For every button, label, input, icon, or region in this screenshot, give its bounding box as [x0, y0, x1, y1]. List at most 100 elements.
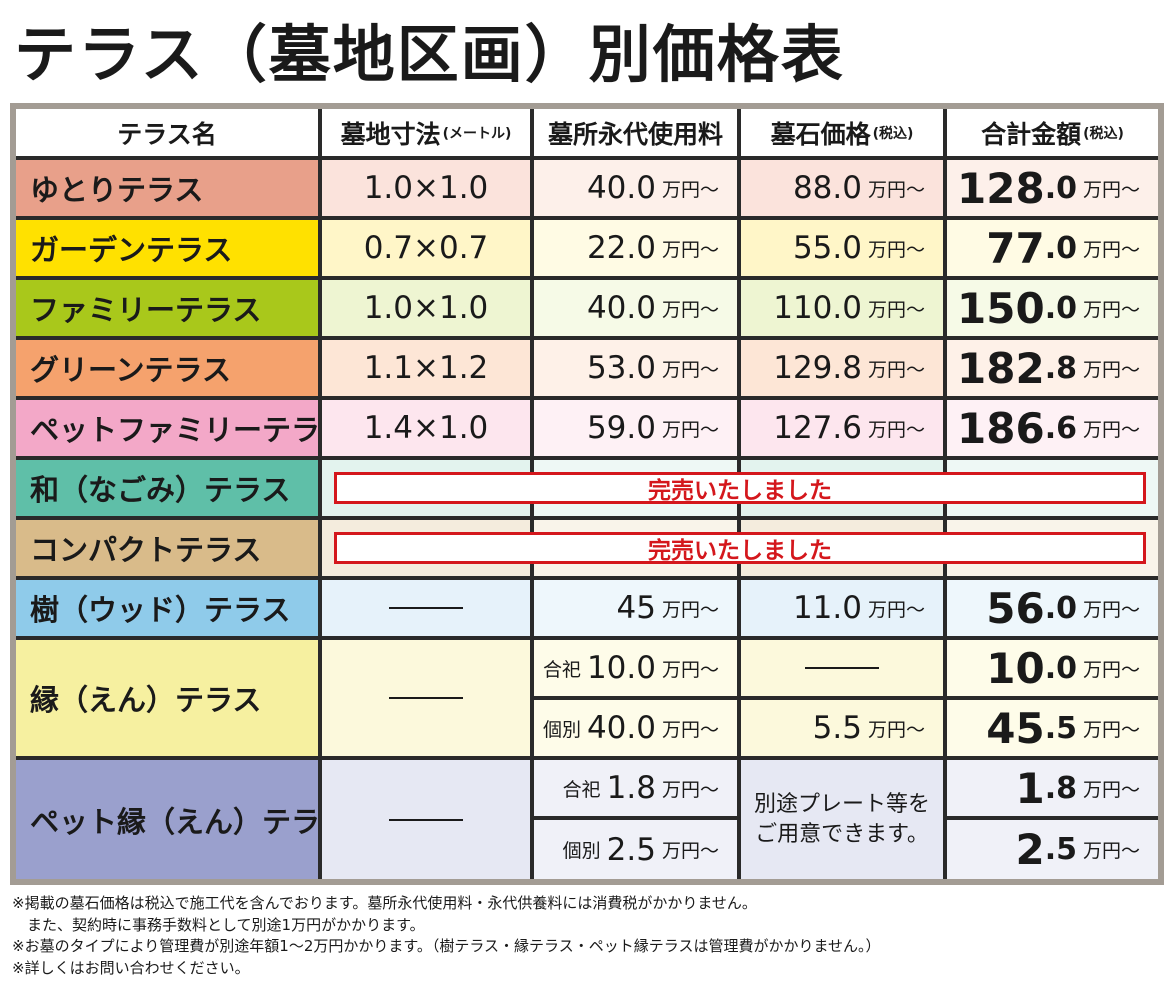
fee-yutori: 40.0 万円〜 — [534, 160, 737, 216]
unit-label: 万円〜 — [661, 178, 719, 201]
size-value: 1.0×1.0 — [363, 170, 489, 206]
total-decimal: .5 — [1044, 710, 1077, 746]
price-value: 55.0 — [792, 230, 862, 266]
fee-wood: 45 万円〜 — [534, 580, 737, 636]
fee-peten-individual: 個別 2.5 万円〜 — [534, 820, 737, 879]
unit-label: 万円〜 — [1082, 178, 1140, 201]
unit-label: 万円〜 — [661, 358, 719, 381]
size-peten — [322, 760, 530, 879]
price-value: 88.0 — [792, 170, 862, 206]
unit-label: 万円〜 — [867, 178, 925, 201]
unit-label: 万円〜 — [867, 598, 925, 621]
terrace-name-garden: ガーデンテラス — [16, 220, 318, 276]
price-value: 5.5 — [812, 710, 862, 746]
total-peten-shared: 1.8 万円〜 — [947, 760, 1158, 816]
total-garden: 77.0 万円〜 — [947, 220, 1158, 276]
price-value: 11.0 — [792, 590, 862, 626]
total-wood: 56.0 万円〜 — [947, 580, 1158, 636]
stone-green: 129.8 万円〜 — [741, 340, 943, 396]
total-en-shared: 10.0 万円〜 — [947, 640, 1158, 696]
total-decimal: .0 — [1044, 170, 1077, 206]
total-green: 182.8 万円〜 — [947, 340, 1158, 396]
total-integer: 2 — [1015, 825, 1045, 874]
stone-yutori: 88.0 万円〜 — [741, 160, 943, 216]
header-label: テラス名 — [117, 119, 217, 149]
price-table: テラス名 墓地寸法 (メートル) 墓所永代使用料 墓石価格 (税込) 合計金額 (税込) ゆとり… — [16, 109, 1158, 879]
stone-en-shared — [741, 640, 943, 696]
total-integer: 77 — [986, 223, 1045, 273]
unit-label: 万円〜 — [1082, 358, 1140, 381]
stone-wood: 11.0 万円〜 — [741, 580, 943, 636]
footnotes: ※掲載の墓石価格は税込で施工代を含んでおります。墓所永代使用料・永代供養料には消… — [12, 893, 881, 979]
total-integer: 128 — [957, 163, 1045, 213]
no-value-dash — [805, 667, 879, 669]
stone-peten-note: 別途プレート等を ご用意できます。 — [741, 760, 943, 879]
price-value: 40.0 — [586, 290, 656, 326]
price-value: 1.8 — [606, 770, 656, 806]
price-value: 59.0 — [586, 410, 656, 446]
header-label: 墓石価格 — [770, 119, 871, 149]
total-integer: 45 — [986, 703, 1045, 753]
unit-label: 万円〜 — [867, 238, 925, 261]
size-yutori: 1.0×1.0 — [322, 160, 530, 216]
total-integer: 186 — [957, 403, 1045, 453]
total-decimal: .8 — [1044, 350, 1077, 386]
fee-garden: 22.0 万円〜 — [534, 220, 737, 276]
price-value: 110.0 — [773, 290, 862, 326]
footnote-line: ※掲載の墓石価格は税込で施工代を含んでおります。墓所永代使用料・永代供養料には消… — [12, 894, 757, 912]
price-value: 40.0 — [586, 710, 656, 746]
sold-out-badge: 完売いたしました — [334, 532, 1146, 564]
header-label: 合計金額 — [981, 119, 1082, 149]
stone-family: 110.0 万円〜 — [741, 280, 943, 336]
page-title: テラス（墓地区画）別価格表 — [14, 18, 845, 91]
no-value-dash — [389, 697, 463, 699]
terrace-name-family: ファミリーテラス — [16, 280, 318, 336]
header-note: (税込) — [872, 125, 914, 142]
total-decimal: .0 — [1044, 230, 1077, 266]
unit-label: 万円〜 — [661, 598, 719, 621]
no-value-dash — [389, 607, 463, 609]
size-value: 0.7×0.7 — [363, 230, 489, 266]
total-integer: 1 — [1015, 763, 1045, 813]
terrace-name: グリーンテラス — [30, 353, 231, 387]
price-value: 45 — [616, 590, 656, 626]
header-stone: 墓石価格 (税込) — [741, 109, 943, 156]
fee-en-individual: 個別 40.0 万円〜 — [534, 700, 737, 756]
unit-label: 万円〜 — [661, 418, 719, 441]
total-integer: 10 — [986, 643, 1045, 693]
price-value: 2.5 — [606, 831, 656, 868]
size-petfamily: 1.4×1.0 — [322, 400, 530, 456]
header-size: 墓地寸法 (メートル) — [322, 109, 530, 156]
terrace-name-peten: ペット縁（えん）テラス — [16, 760, 318, 879]
size-garden: 0.7×0.7 — [322, 220, 530, 276]
fee-green: 53.0 万円〜 — [534, 340, 737, 396]
type-label: 合祀 — [562, 778, 601, 801]
stone-garden: 55.0 万円〜 — [741, 220, 943, 276]
total-decimal: .8 — [1044, 770, 1077, 806]
unit-label: 万円〜 — [1082, 418, 1140, 441]
unit-label: 万円〜 — [661, 840, 719, 862]
total-yutori: 128.0 万円〜 — [947, 160, 1158, 216]
fee-family: 40.0 万円〜 — [534, 280, 737, 336]
type-label: 個別 — [562, 840, 601, 862]
sold-out-badge: 完売いたしました — [334, 472, 1146, 504]
price-value: 127.6 — [773, 410, 862, 446]
total-petfamily: 186.6 万円〜 — [947, 400, 1158, 456]
total-decimal: .5 — [1044, 832, 1077, 867]
unit-label: 万円〜 — [661, 238, 719, 261]
type-label: 個別 — [542, 718, 581, 741]
plate-note: 別途プレート等を ご用意できます。 — [753, 791, 930, 847]
header-label: 墓所永代使用料 — [547, 119, 723, 149]
header-note: (税込) — [1083, 125, 1124, 142]
footnote-line: ※詳しくはお問い合わせください。 — [12, 958, 250, 977]
price-value: 40.0 — [586, 170, 656, 206]
total-decimal: .0 — [1044, 590, 1077, 626]
terrace-name: 縁（えん）テラス — [30, 683, 262, 717]
footnote-line: また、契約時に事務手数料として別途1万円がかかります。 — [12, 915, 425, 934]
terrace-name: 和（なごみ）テラス — [30, 473, 291, 507]
terrace-name-en: 縁（えん）テラス — [16, 640, 318, 756]
header-note: (メートル) — [442, 125, 512, 142]
size-family: 1.0×1.0 — [322, 280, 530, 336]
price-value: 22.0 — [586, 230, 656, 266]
total-decimal: .0 — [1044, 290, 1077, 326]
